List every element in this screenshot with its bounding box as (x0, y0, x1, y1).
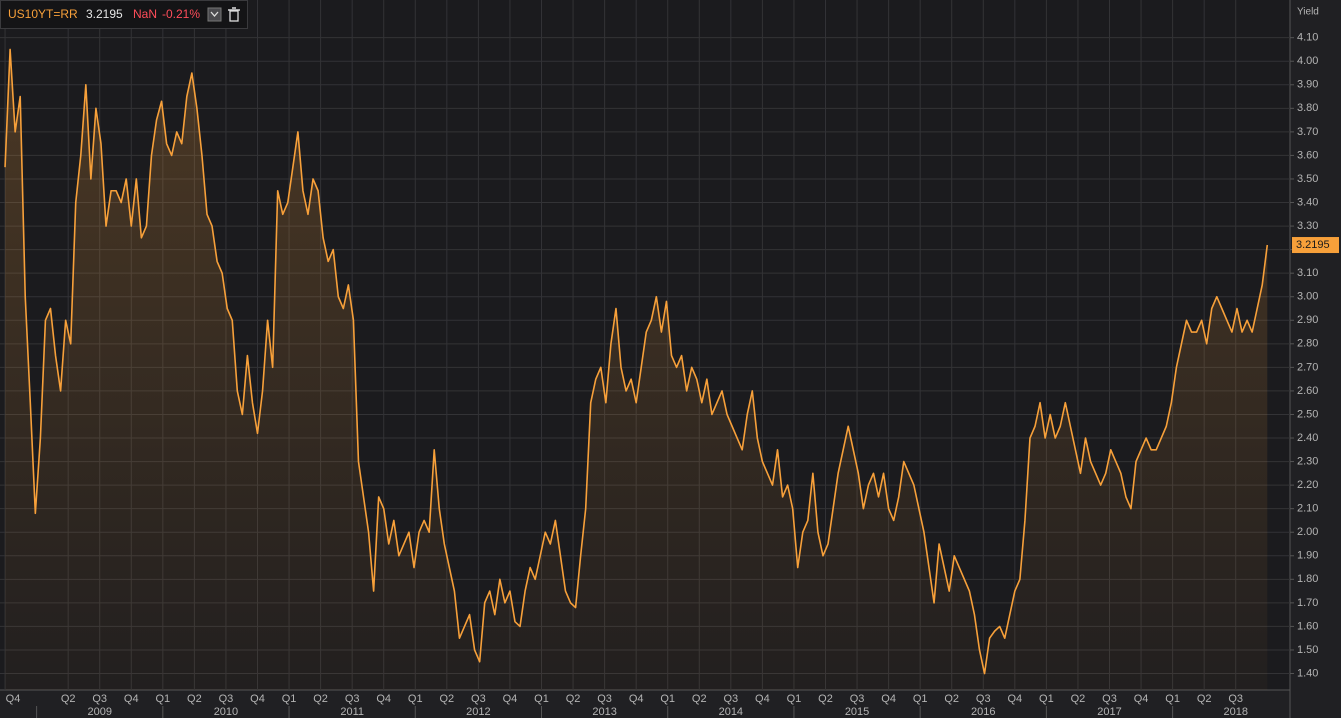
dropdown-button[interactable] (207, 7, 222, 22)
year-label: 2016 (971, 706, 995, 718)
x-tick-label: Q1 (408, 693, 423, 705)
x-tick-label: Q4 (1134, 693, 1149, 705)
series-name: US10YT=RR (8, 7, 78, 21)
change: NaN (133, 7, 157, 21)
x-tick-label: Q3 (471, 693, 486, 705)
x-tick-label: Q2 (944, 693, 959, 705)
y-tick-label: 3.80 (1297, 102, 1318, 114)
y-tick-label: 4.00 (1297, 55, 1318, 67)
y-tick-label: 1.50 (1297, 644, 1318, 656)
x-tick-label: Q4 (503, 693, 518, 705)
year-label: 2012 (466, 706, 490, 718)
y-tick-label: 2.80 (1297, 338, 1318, 350)
x-tick-label: Q2 (61, 693, 76, 705)
x-tick-label: Q2 (818, 693, 833, 705)
series-line (4, 48, 1269, 675)
dropdown-box[interactable] (207, 7, 222, 22)
y-axis-title: Yield (1297, 7, 1319, 18)
year-label: 2014 (719, 706, 743, 718)
x-tick-label: Q1 (787, 693, 802, 705)
x-tick-label: Q4 (6, 693, 21, 705)
x-tick-label: Q2 (692, 693, 707, 705)
y-axis-panel (1290, 0, 1341, 718)
y-tick-label: 2.50 (1297, 408, 1318, 420)
x-tick-label: Q1 (282, 693, 297, 705)
y-tick-label: 1.60 (1297, 620, 1318, 632)
year-label: 2015 (845, 706, 869, 718)
x-tick-label: Q2 (1197, 693, 1212, 705)
y-tick-label: 2.10 (1297, 503, 1318, 515)
y-tick-label: 2.40 (1297, 432, 1318, 444)
y-tick-label: 3.10 (1297, 267, 1318, 279)
x-tick-label: Q1 (660, 693, 675, 705)
x-tick-label: Q4 (376, 693, 391, 705)
y-tick-label: 2.90 (1297, 314, 1318, 326)
x-tick-label: Q4 (755, 693, 770, 705)
y-tick-label: 2.00 (1297, 526, 1318, 538)
y-tick-label: 1.80 (1297, 573, 1318, 585)
y-tick-label: 3.70 (1297, 126, 1318, 138)
x-tick-label: Q3 (597, 693, 612, 705)
y-tick-label: 3.50 (1297, 173, 1318, 185)
x-tick-label: Q3 (1102, 693, 1117, 705)
x-axis-panel (0, 690, 1290, 718)
year-label: 2009 (87, 706, 111, 718)
year-label: 2013 (592, 706, 616, 718)
delete-button[interactable] (228, 7, 240, 22)
year-label: 2011 (340, 706, 364, 718)
last-value: 3.2195 (86, 7, 123, 21)
x-tick-label: Q1 (155, 693, 170, 705)
x-tick-label: Q1 (534, 693, 549, 705)
x-tick-label: Q2 (313, 693, 328, 705)
y-tick-label: 3.40 (1297, 196, 1318, 208)
dropdown-arrow[interactable] (210, 11, 219, 17)
x-tick-label: Q4 (1007, 693, 1022, 705)
change-percent: -0.21% (162, 7, 200, 21)
y-tick-label: 1.90 (1297, 550, 1318, 562)
x-tick-label: Q4 (629, 693, 644, 705)
y-tick-label: 2.30 (1297, 455, 1318, 467)
x-tick-label: Q4 (250, 693, 265, 705)
x-tick-label: Q2 (439, 693, 454, 705)
x-tick-label: Q3 (850, 693, 865, 705)
last-value-box (1292, 237, 1339, 254)
x-tick-label: Q4 (881, 693, 896, 705)
trash-body[interactable] (229, 10, 239, 22)
y-tick-label: 4.10 (1297, 32, 1318, 44)
x-tick-label: Q3 (976, 693, 991, 705)
x-tick-label: Q2 (187, 693, 202, 705)
x-tick-label: Q3 (345, 693, 360, 705)
x-tick-label: Q1 (1165, 693, 1180, 705)
x-tick-label: Q3 (92, 693, 107, 705)
x-tick-label: Q1 (1039, 693, 1054, 705)
y-tick-label: 3.60 (1297, 149, 1318, 161)
y-tick-label: 2.20 (1297, 479, 1318, 491)
year-label: 2010 (214, 706, 238, 718)
axes: 1.40 1.50 1.60 1.70 1.80 1.90 2.00 2.10 2.20 2.30… (6, 32, 1339, 718)
x-tick-label: Q3 (219, 693, 234, 705)
y-tick-label: 3.00 (1297, 291, 1318, 303)
area-fill (5, 49, 1268, 690)
year-label: 2017 (1097, 706, 1121, 718)
y-tick-label: 3.30 (1297, 220, 1318, 232)
x-tick-label: Q1 (913, 693, 928, 705)
year-label: 2018 (1223, 706, 1247, 718)
x-tick-label: Q3 (723, 693, 738, 705)
y-tick-label: 2.70 (1297, 361, 1318, 373)
last-value-label: 3.2195 (1296, 239, 1330, 251)
header-box (0, 0, 248, 29)
x-tick-label: Q4 (124, 693, 139, 705)
y-tick-label: 1.40 (1297, 667, 1318, 679)
x-tick-label: Q2 (1071, 693, 1086, 705)
x-tick-label: Q3 (1228, 693, 1243, 705)
y-tick-label: 2.60 (1297, 385, 1318, 397)
y-tick-label: 3.90 (1297, 79, 1318, 91)
x-tick-label: Q2 (566, 693, 581, 705)
header: US10YT=RR 3.2195 NaN -0.21% (0, 0, 248, 29)
y-tick-label: 1.70 (1297, 597, 1318, 609)
data (4, 48, 1269, 690)
